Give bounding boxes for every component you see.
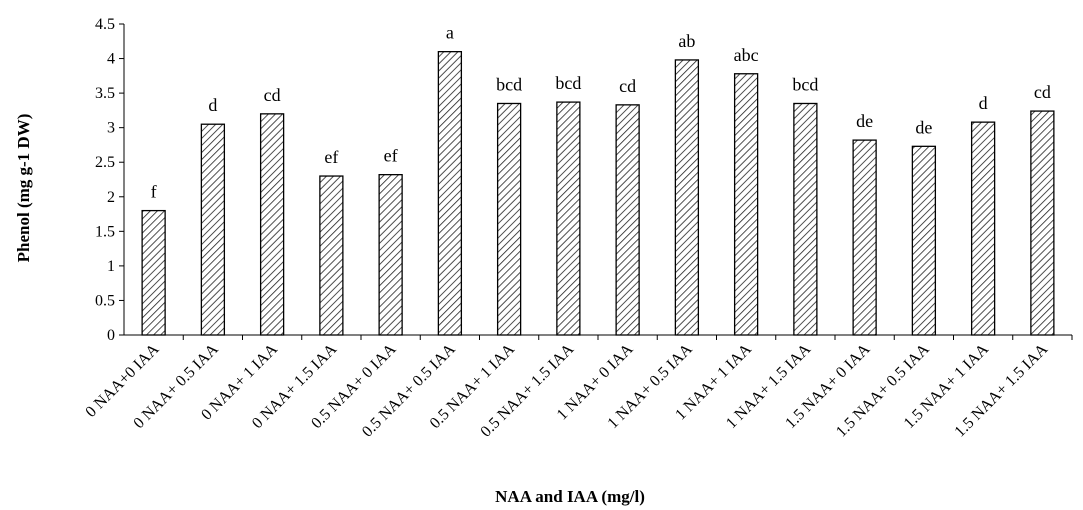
bar-significance-label: de	[915, 117, 932, 137]
bar	[319, 175, 344, 336]
bar	[437, 50, 463, 336]
bar-significance-label: abc	[734, 45, 759, 65]
y-tick-label: 0.5	[95, 292, 115, 309]
y-tick-label: 4.5	[95, 16, 115, 33]
bar	[1030, 110, 1055, 336]
bar	[556, 101, 581, 336]
y-tick-label: 2.5	[95, 154, 115, 171]
bar-significance-label: ef	[324, 147, 338, 167]
bar	[200, 123, 226, 336]
y-tick-label: 1.5	[95, 223, 115, 240]
bar-significance-label: ab	[678, 31, 695, 51]
bar-significance-label: d	[208, 95, 217, 115]
y-tick-label: 3	[107, 120, 115, 137]
bar	[970, 121, 996, 336]
bar	[259, 113, 285, 336]
bar-significance-label: cd	[264, 85, 281, 105]
y-axis-title: Phenol (mg g-1 DW)	[14, 114, 33, 263]
bar	[793, 102, 818, 336]
bar	[496, 102, 522, 336]
bar-significance-label: ef	[384, 146, 398, 166]
y-tick-label: 3.5	[95, 85, 115, 102]
bar	[852, 139, 877, 336]
bar	[141, 209, 166, 336]
bar	[615, 104, 640, 336]
x-axis-title: NAA and IAA (mg/l)	[495, 487, 645, 506]
y-tick-label: 1	[107, 258, 115, 275]
bar-significance-label: bcd	[792, 74, 818, 94]
bar-significance-label: a	[446, 23, 454, 43]
bar-significance-label: d	[979, 93, 988, 113]
bars	[141, 50, 1055, 336]
bar	[674, 59, 700, 336]
bar-significance-label: cd	[1034, 82, 1051, 102]
bar-significance-label: bcd	[555, 73, 581, 93]
bar	[733, 73, 759, 336]
bar	[378, 174, 403, 336]
bar-significance-label: cd	[619, 76, 636, 96]
bar-significance-label: f	[151, 182, 157, 202]
bar-significance-label: de	[856, 111, 873, 131]
y-tick-label: 4	[107, 51, 115, 68]
bar	[911, 145, 937, 336]
y-tick-label: 2	[107, 189, 115, 206]
y-axis-ticks: 0 0.5 1 1.5 2 2.5 3 3.5 4 4.5	[95, 16, 124, 344]
significance-labels: f d cd ef ef a bcd bcd cd ab abc bcd de de d cd	[151, 23, 1051, 202]
y-tick-label: 0	[107, 327, 115, 344]
bar-significance-label: bcd	[496, 74, 522, 94]
